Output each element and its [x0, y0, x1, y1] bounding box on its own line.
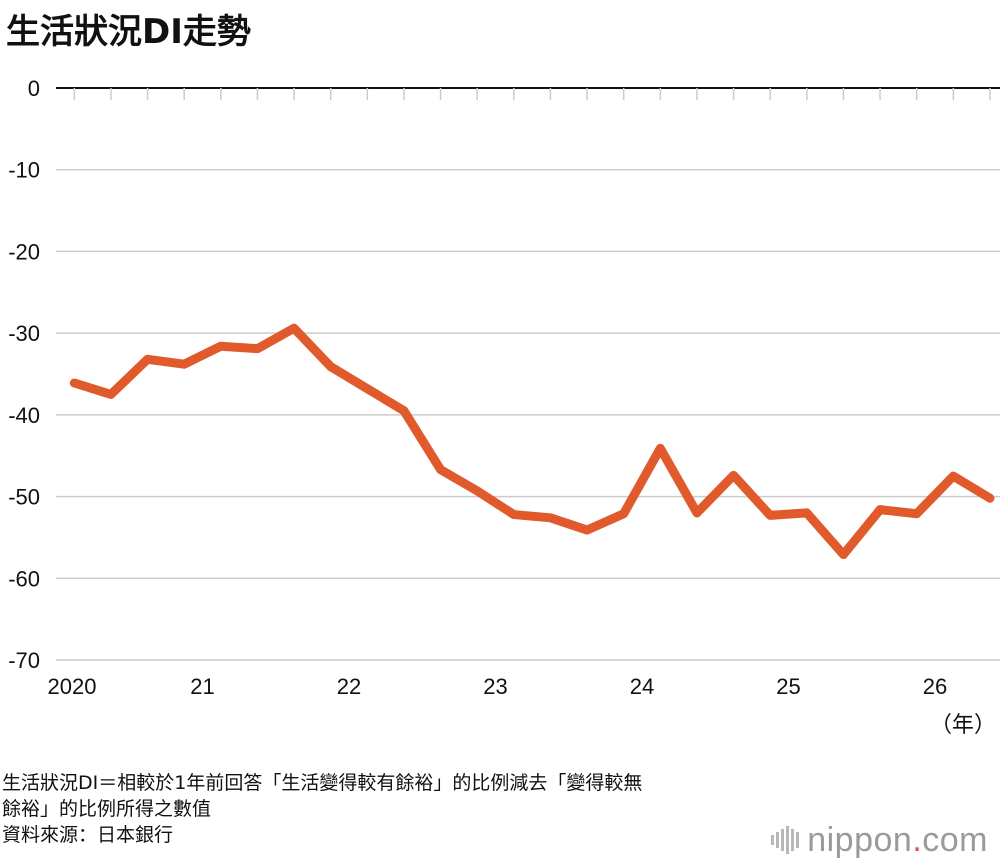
- data-point: [623, 513, 625, 515]
- x-tick-label: 2020: [48, 674, 97, 699]
- data-point: [513, 514, 515, 516]
- x-tick-label: 21: [190, 674, 214, 699]
- data-point: [293, 327, 295, 329]
- data-point: [696, 512, 698, 514]
- data-point: [989, 497, 991, 499]
- y-tick-label: -70: [8, 648, 40, 673]
- data-point: [366, 388, 368, 390]
- data-point: [659, 447, 661, 449]
- x-tick-label: 23: [483, 674, 507, 699]
- logo-dot: .: [912, 820, 923, 859]
- grid-layer: [56, 87, 1000, 661]
- series-layer: [69, 323, 995, 560]
- y-tick-label: -20: [8, 239, 40, 264]
- y-tick-label: -40: [8, 403, 40, 428]
- data-point: [183, 363, 185, 365]
- data-point: [733, 474, 735, 476]
- nippon-com-logo: nippon.com: [771, 820, 988, 860]
- data-point: [440, 469, 442, 471]
- tick-layer: [73, 88, 991, 100]
- x-tick-label: 24: [630, 674, 654, 699]
- y-tick-label: -50: [8, 485, 40, 510]
- axis-label-layer: 0 -10 -20 -30 -40 -50 -60 -70 2020 21 22 23 24 25 26 （年…: [8, 76, 996, 737]
- data-point: [256, 348, 258, 350]
- x-unit-label: （年）: [930, 712, 996, 737]
- data-point: [476, 490, 478, 492]
- chart-footnote: 生活狀況DI＝相較於1年前回答「生活變得較有餘裕」的比例減去「變得較無 餘裕」的…: [2, 770, 802, 848]
- logo-suffix: com: [922, 820, 988, 859]
- data-point: [879, 509, 881, 511]
- y-tick-label: -10: [8, 158, 40, 183]
- data-point: [586, 529, 588, 531]
- data-point: [403, 410, 405, 412]
- data-point: [110, 393, 112, 395]
- line-chart: 0 -10 -20 -30 -40 -50 -60 -70 2020 21 22 23 24 25 26 （年…: [8, 76, 1000, 737]
- data-point: [549, 517, 551, 519]
- footnote-definition-line-2: 餘裕」的比例所得之數值: [2, 798, 212, 820]
- logo-wordmark: nippon.com: [807, 821, 988, 860]
- data-point: [952, 475, 954, 477]
- data-point: [806, 512, 808, 514]
- data-point: [916, 513, 918, 515]
- y-tick-label: 0: [28, 76, 40, 101]
- footnote-source: 資料來源：日本銀行: [2, 824, 174, 846]
- x-tick-label: 25: [776, 674, 800, 699]
- logo-name: nippon: [807, 820, 913, 859]
- y-tick-label: -60: [8, 566, 40, 591]
- series-line: [69, 323, 995, 560]
- data-point: [73, 382, 75, 384]
- chart-title: 生活狀況DI走勢: [6, 12, 251, 52]
- data-point: [842, 554, 844, 556]
- data-point: [220, 345, 222, 347]
- x-tick-label: 26: [923, 674, 947, 699]
- y-tick-label: -30: [8, 321, 40, 346]
- logo-bars-icon: [771, 825, 800, 855]
- data-point: [147, 358, 149, 360]
- footnote-definition-line-1: 生活狀況DI＝相較於1年前回答「生活變得較有餘裕」的比例減去「變得較無: [2, 772, 643, 794]
- x-tick-label: 22: [337, 674, 361, 699]
- data-point: [330, 366, 332, 368]
- data-point: [769, 514, 771, 516]
